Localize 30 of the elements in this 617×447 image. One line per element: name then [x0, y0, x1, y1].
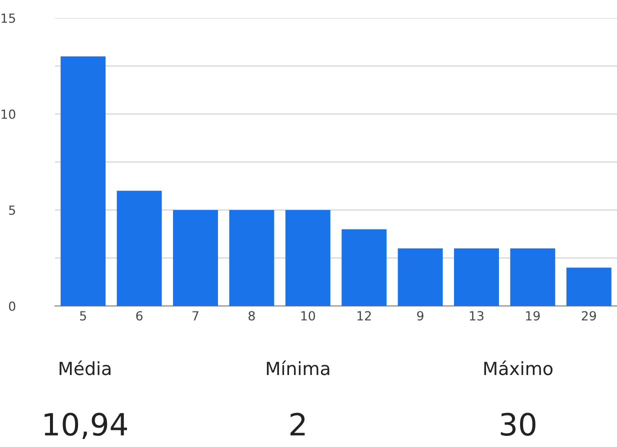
x-tick-label: 12 [358, 311, 371, 320]
x-tick-label: 9 [417, 311, 424, 321]
y-tick-label: 0 [8, 301, 16, 311]
bar [510, 248, 556, 306]
x-tick-label: 6 [136, 311, 142, 321]
bar [454, 248, 499, 306]
bar [285, 210, 330, 306]
x-tick-label: 10 [301, 311, 316, 321]
y-tick-label: 15 [2, 14, 16, 23]
bar [116, 190, 162, 306]
text: 10,94 [44, 412, 128, 439]
bar [398, 248, 443, 306]
x-tick-label: 29 [582, 311, 596, 321]
x-tick-label: 13 [470, 311, 484, 321]
text: Máximo [484, 360, 552, 376]
y-tick-label: 10 [2, 109, 16, 119]
bar [60, 56, 106, 306]
x-tick-label: 5 [80, 311, 86, 321]
y-tick-label: 5 [9, 206, 16, 215]
text: Mínima [266, 360, 330, 376]
text: 30 [500, 412, 536, 436]
text: 2 [290, 412, 305, 436]
bar [342, 229, 387, 306]
x-tick-label: 7 [192, 311, 198, 320]
bar [173, 210, 218, 306]
x-tick-label: 8 [248, 311, 255, 321]
x-tick-label: 19 [526, 311, 540, 321]
bar [229, 210, 274, 306]
text: Média [60, 360, 110, 376]
bar [566, 268, 612, 306]
